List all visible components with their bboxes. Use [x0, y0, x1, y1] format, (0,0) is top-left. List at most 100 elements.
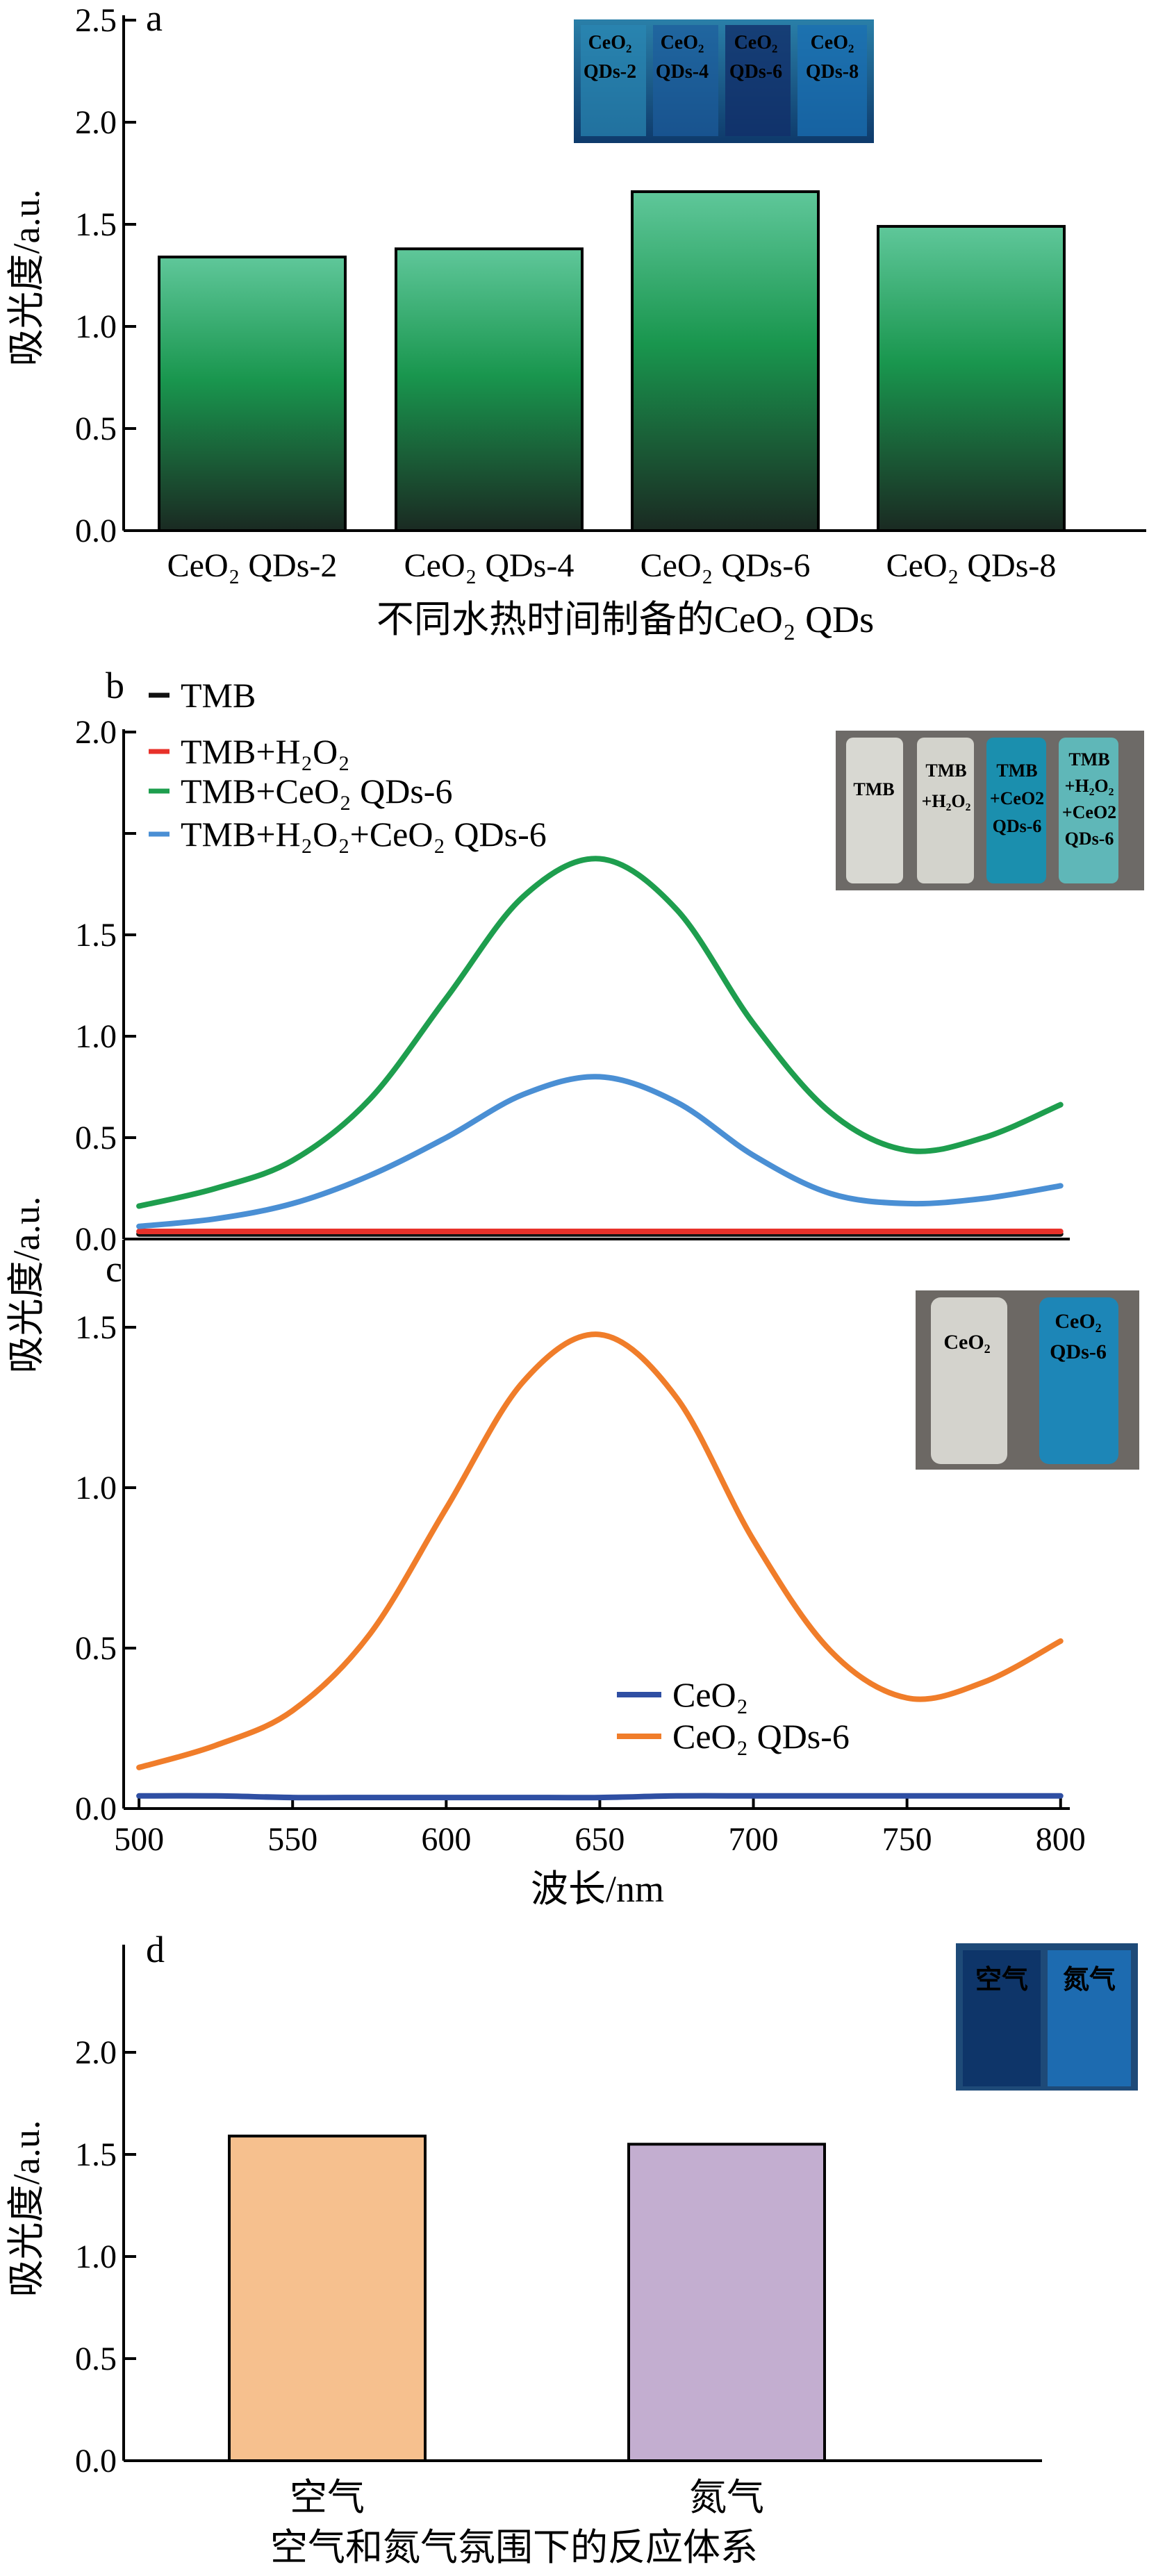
panel-c-ytick: 1.0	[75, 1470, 117, 1506]
panel-a-ylabel: 吸光度/a.u.	[6, 190, 47, 367]
inset-a-label: CeO₂	[588, 32, 632, 53]
x-tick-label-c: 550	[267, 1821, 317, 1858]
panel-b-lines	[136, 856, 1064, 1237]
panel-d-ytick: 0.0	[75, 2443, 117, 2479]
inset-a-label: QDs-6	[729, 61, 782, 83]
series-line-c-1	[136, 1793, 1064, 1801]
panel-b-ytick: 1.0	[75, 1018, 117, 1055]
panel-a-ytick: 2.5	[75, 2, 117, 39]
panel-d-ytick: 0.5	[75, 2341, 117, 2377]
panel-c-ytick: 0.5	[75, 1630, 117, 1667]
inset-b-label: +CeO2	[1062, 802, 1116, 822]
panel-d-letter: d	[146, 1929, 165, 1970]
inset-b-label: +H₂O₂	[1065, 776, 1114, 796]
panel-c: c 0.0 0.5 1.0 1.5 500 550 600 650 700 750 800 …	[75, 1240, 1139, 1910]
inset-a-label: CeO₂	[734, 32, 778, 53]
inset-c-label: QDs-6	[1050, 1340, 1107, 1363]
inset-b-label: QDs-6	[993, 816, 1042, 836]
panel-a-ytick: 0.0	[75, 513, 117, 549]
panel-a-inset-photo: CeO₂ QDs-2 CeO₂ QDs-4 CeO₂ QDs-6 CeO₂ QD…	[574, 19, 874, 143]
legend-label-ceo2-qds6: CeO₂ QDs-6	[672, 1717, 850, 1756]
panel-a-xticks: CeO₂ QDs-2 CeO₂ QDs-4 CeO₂ QDs-6 CeO₂ QD…	[167, 547, 1057, 584]
legend-label-tmb: TMB	[181, 676, 256, 715]
panel-c-xlabel: 波长/nm	[531, 1868, 664, 1910]
bar-d-1	[228, 2134, 427, 2463]
inset-a-label: QDs-4	[656, 61, 709, 83]
panel-b-inset-photo: TMB TMB +H₂O₂ TMB +CeO2 QDs-6 TMB +H₂O₂ …	[836, 731, 1144, 890]
panel-a-yticks: 0.0 0.5 1.0 1.5 2.0 2.5	[75, 2, 117, 549]
inset-b-label: +CeO2	[990, 788, 1044, 808]
panel-b-ytick: 1.5	[75, 917, 117, 954]
panel-a-bars	[158, 190, 1066, 532]
panel-a: a 0.0 0.5 1.0 1.5 2.0 2.5 吸光度/a.u. CeO₂ …	[6, 0, 1146, 640]
panel-b: b 0.0 0.5 1.0 1.5 2.0 TMB TMB+H₂O₂ TMB+C…	[75, 665, 1144, 1258]
panel-b-axes	[122, 729, 1070, 1240]
inset-a-label: CeO₂	[811, 32, 854, 53]
inset-b-label: TMB	[925, 761, 966, 781]
panel-b-letter: b	[106, 665, 124, 706]
panel-c-lines	[136, 1331, 1064, 1801]
panel-d-bars	[228, 2134, 826, 2463]
panel-b-ytick: 0.5	[75, 1120, 117, 1156]
inset-b-label: QDs-6	[1065, 829, 1114, 849]
series-line-c-2	[136, 1331, 1064, 1770]
panel-a-xtick: CeO₂ QDs-6	[640, 547, 811, 584]
inset-b-label: TMB	[1068, 749, 1109, 770]
panel-d-ytick: 1.5	[75, 2136, 117, 2173]
legend-label-tmb-h2o2-ceo2: TMB+H₂O₂+CeO₂ QDs-6	[181, 815, 547, 854]
panel-a-ytick: 2.0	[75, 104, 117, 141]
panel-d-ytick: 1.0	[75, 2238, 117, 2275]
inset-b-label: TMB	[996, 761, 1037, 781]
inset-a-label: QDs-8	[806, 61, 859, 83]
x-tick-label-c: 500	[114, 1821, 164, 1858]
inset-a-label: CeO₂	[661, 32, 704, 53]
panel-b-ytick: 2.0	[75, 714, 117, 751]
panel-d-xlabel: 空气和氮气氛围下的反应体系	[270, 2527, 758, 2568]
panel-d-yticks: 0.0 0.5 1.0 1.5 2.0	[75, 2034, 117, 2479]
panel-c-ytick: 0.0	[75, 1790, 117, 1827]
legend-label-tmb-ceo2: TMB+CeO₂ QDs-6	[181, 772, 452, 811]
panel-a-ytick: 0.5	[75, 410, 117, 447]
legend-label-tmb-h2o2: TMB+H₂O₂	[181, 732, 350, 771]
bar-a-2	[395, 247, 584, 532]
panel-d-xtick: 空气	[290, 2477, 365, 2518]
panel-b-yticks: 0.0 0.5 1.0 1.5 2.0	[75, 714, 117, 1258]
panel-c-letter: c	[106, 1248, 122, 1290]
panel-bc-ylabel: 吸光度/a.u.	[6, 1197, 47, 1374]
legend-label-ceo2: CeO₂	[672, 1675, 748, 1714]
panel-b-ytick: 0.0	[75, 1221, 117, 1258]
panel-a-xtick: CeO₂ QDs-2	[167, 547, 338, 584]
x-tick-label-c: 600	[421, 1821, 471, 1858]
panel-c-inset-photo: CeO₂ CeO₂ QDs-6	[916, 1290, 1139, 1470]
panel-c-yticks: 0.0 0.5 1.0 1.5	[75, 1309, 117, 1827]
panel-d-xticks: 空气 氮气	[290, 2477, 764, 2518]
panel-a-ytick: 1.0	[75, 308, 117, 345]
inset-a-label: QDs-2	[584, 61, 636, 83]
bar-a-3	[631, 190, 820, 532]
x-tick-label-c: 700	[729, 1821, 779, 1858]
panel-a-xlabel: 不同水热时间制备的CeO₂ QDs	[377, 599, 874, 640]
panel-c-legend: CeO₂ CeO₂ QDs-6	[617, 1675, 850, 1756]
inset-c-label: CeO₂	[1055, 1310, 1101, 1333]
panel-c-xticks: 500 550 600 650 700 750 800	[114, 1797, 1086, 1858]
panel-c-axes	[122, 1240, 1070, 1810]
panel-a-ytick: 1.5	[75, 206, 117, 243]
inset-d-label: 空气	[975, 1966, 1028, 1995]
x-tick-label-c: 650	[574, 1821, 625, 1858]
inset-d-label: 氮气	[1063, 1966, 1116, 1995]
panel-d: d 0.0 0.5 1.0 1.5 2.0 吸光度/a.u. 空气 氮气 空气和…	[6, 1929, 1138, 2568]
panel-a-xtick: CeO₂ QDs-8	[886, 547, 1057, 584]
series-line-b-4	[136, 1074, 1064, 1229]
bar-d-2	[627, 2143, 826, 2463]
inset-b-label: TMB	[853, 779, 894, 799]
panel-d-ytick: 2.0	[75, 2034, 117, 2071]
x-tick-label-c: 800	[1036, 1821, 1086, 1858]
panel-a-xtick: CeO₂ QDs-4	[404, 547, 574, 584]
panel-a-letter: a	[146, 0, 163, 39]
panel-d-ylabel: 吸光度/a.u.	[6, 2120, 47, 2297]
series-line-b-3	[136, 856, 1064, 1209]
inset-c-label: CeO₂	[943, 1331, 990, 1354]
bar-a-4	[877, 224, 1066, 532]
bar-a-1	[158, 256, 347, 532]
